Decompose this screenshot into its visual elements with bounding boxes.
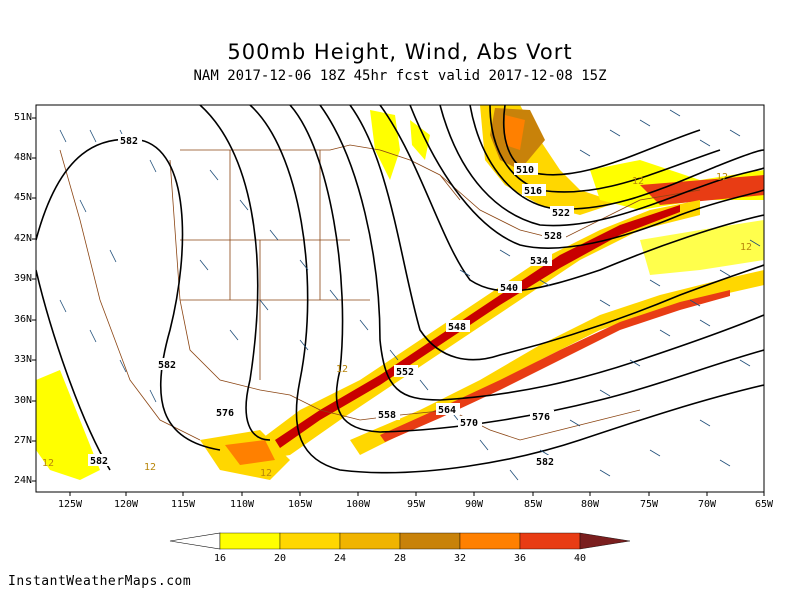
vort-label: 12 [260,468,272,479]
colorbar-high-end [579,532,631,550]
lon-label: 100W [345,499,371,510]
lat-label: 51N [13,112,32,123]
vort-label: 12 [716,172,728,183]
colorbar-bin [279,532,341,550]
lon-label: 110W [229,499,255,510]
colorbar-low-end [169,532,221,550]
contour-label: 510 [516,165,534,176]
lon-label: 90W [464,499,484,510]
colorbar-bin [459,532,521,550]
lon-label: 75W [639,499,659,510]
colorbar-tick-label: 36 [513,553,527,564]
colorbar-bin [219,532,281,550]
contour-label: 548 [448,322,466,333]
lat-label: 42N [13,233,32,244]
contour-label: 522 [552,208,570,219]
lon-label: 80W [580,499,600,510]
site-footer: InstantWeatherMaps.com [8,574,192,589]
contour-label: 534 [530,256,548,267]
contour-label: 528 [544,231,562,242]
contour-label: 558 [378,410,396,421]
contour-label-group: 582 582 582 576 576 570 564 558 552 548 … [88,134,574,468]
vort-label: 12 [42,458,54,469]
lon-label: 65W [754,499,774,510]
colorbar-tick-label: 40 [573,553,587,564]
lat-label: 33N [13,354,32,365]
chart-title: 500mb Height, Wind, Abs Vort [227,40,573,64]
lat-label: 48N [13,152,32,163]
map-frame [35,104,765,493]
vort-label: 12 [632,176,644,187]
lon-label: 85W [523,499,543,510]
lon-label: 95W [406,499,426,510]
contour-label: 582 [120,136,138,147]
lat-label: 45N [13,192,32,203]
vort-label: 12 [336,364,348,375]
contour-label: 576 [216,408,234,419]
lat-label: 39N [13,273,32,284]
contour-label: 576 [532,412,550,423]
lat-label: 24N [13,475,32,486]
lon-label: 115W [170,499,196,510]
vorticity-shading [36,105,764,480]
lon-label: 125W [57,499,83,510]
colorbar-bin [399,532,461,550]
colorbar [169,532,631,550]
colorbar-tick-label: 28 [393,553,407,564]
chart-subtitle: NAM 2017-12-06 18Z 45hr fcst valid 2017-… [193,68,607,84]
contour-label: 564 [438,405,456,416]
lat-ticks [32,117,765,496]
contour-label: 582 [158,360,176,371]
contour-label: 540 [500,283,518,294]
colorbar-tick-label: 20 [273,553,287,564]
height-contours [36,105,764,474]
lat-label: 27N [13,435,32,446]
lon-label: 70W [697,499,717,510]
colorbar-tick-label: 32 [453,553,467,564]
colorbar-tick-label: 16 [213,553,227,564]
contour-label: 552 [396,367,414,378]
colorbar-bin [339,532,401,550]
contour-label: 516 [524,186,542,197]
vort-label: 12 [144,462,156,473]
lon-label: 105W [287,499,313,510]
lon-label: 120W [113,499,139,510]
contour-label: 582 [90,456,108,467]
colorbar-tick-label: 24 [333,553,347,564]
wind-barbs [59,109,761,481]
colorbar-bin [519,532,581,550]
lat-label: 36N [13,314,32,325]
contour-label: 582 [536,457,554,468]
vort-label-group: 12 12 12 12 12 12 12 [42,172,752,479]
lat-label: 30N [13,395,32,406]
contour-label: 570 [460,418,478,429]
vort-label: 12 [740,242,752,253]
